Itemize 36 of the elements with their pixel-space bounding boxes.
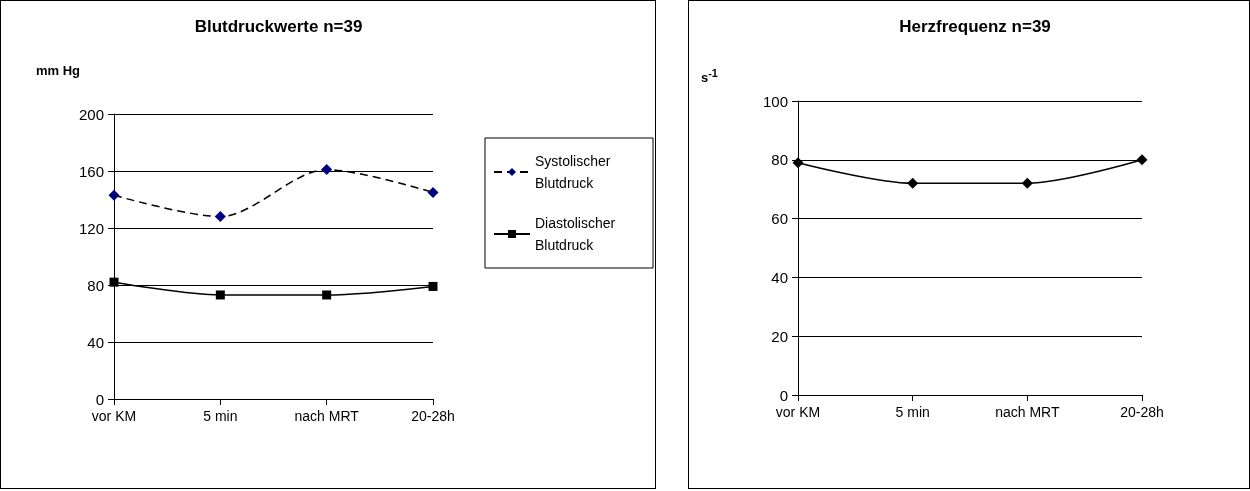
point — [428, 281, 438, 291]
x-tick-label: 20-28h — [1120, 404, 1164, 420]
y-tick-label: 160 — [78, 162, 104, 180]
point — [1021, 177, 1033, 189]
y-axis-title: mm Hg — [36, 63, 81, 78]
y-tick-label: 80 — [771, 151, 788, 169]
chart-title: Blutdruckwerte n=39 — [194, 17, 363, 36]
y-tick-label: 40 — [771, 268, 788, 286]
chart-title: Herzfrequenz n=39 — [899, 17, 1051, 36]
x-tick-label: 20-28h — [411, 408, 455, 424]
x-tick-label: vor KM — [775, 404, 821, 420]
x-tick-label: vor KM — [91, 408, 137, 424]
y-tick-label: 200 — [78, 105, 104, 123]
legend-label: Systolischer Blutdruck — [535, 153, 615, 191]
point — [322, 290, 332, 300]
point — [215, 290, 225, 300]
x-tick-label: nach MRT — [995, 404, 1060, 420]
point — [427, 186, 439, 198]
point — [907, 177, 919, 189]
legend-label: Diastolischer Blutdruck — [535, 215, 620, 253]
point — [214, 211, 226, 223]
y-tick-label: 20 — [771, 327, 788, 345]
y-tick-label: 0 — [95, 390, 104, 408]
y-tick-label: 0 — [779, 386, 788, 404]
point — [321, 164, 333, 176]
y-axis-title: s$^{-1}$ — [701, 67, 718, 86]
y-tick-label: 100 — [762, 92, 788, 110]
y-tick-label: 120 — [78, 219, 104, 237]
point — [108, 189, 120, 201]
point — [1136, 154, 1148, 166]
y-tick-label: 80 — [87, 276, 104, 294]
x-tick-label: 5 min — [203, 408, 238, 424]
y-tick-label: 60 — [771, 210, 788, 228]
x-tick-label: 5 min — [895, 404, 930, 420]
x-tick-label: nach MRT — [294, 408, 360, 424]
y-tick-label: 40 — [87, 333, 104, 351]
